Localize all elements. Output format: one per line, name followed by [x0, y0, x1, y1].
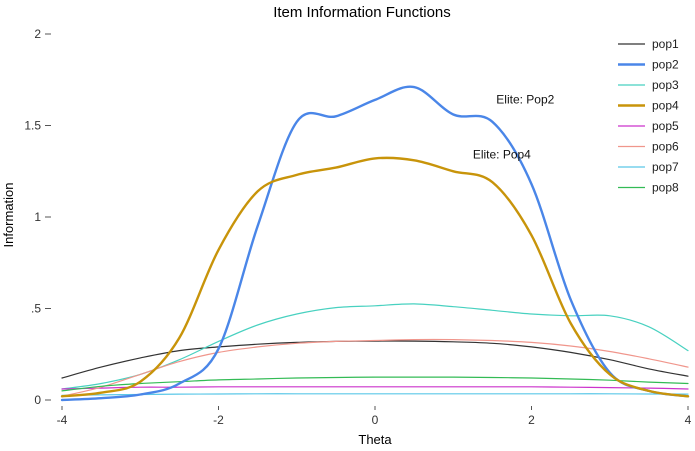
series-line-pop6: [61, 338, 689, 397]
series-line-pop4: [60, 156, 690, 398]
legend-label-pop5: pop5: [652, 119, 679, 133]
y-axis-title: Information: [1, 182, 16, 247]
x-axis-title: Theta: [358, 432, 392, 447]
y-tick-label: 0: [34, 393, 41, 407]
x-tick-label: 2: [528, 413, 535, 427]
legend-label-pop6: pop6: [652, 140, 679, 154]
legend: pop1 pop2 pop3 pop4 pop5 pop6 pop7 pop8: [618, 37, 679, 195]
series-line-pop7: [61, 393, 689, 396]
legend-label-pop7: pop7: [652, 160, 679, 174]
series-lines: [60, 85, 690, 402]
series-line-pop8: [61, 376, 689, 392]
x-tick-label: 4: [685, 413, 692, 427]
series-line-pop5: [61, 386, 689, 390]
y-tick-label: .5: [31, 302, 41, 316]
series-line-pop2: [60, 85, 690, 402]
x-tick-label: 0: [372, 413, 379, 427]
legend-label-pop3: pop3: [652, 78, 679, 92]
x-tick-label: -4: [57, 413, 68, 427]
legend-label-pop8: pop8: [652, 181, 679, 195]
axis-ticks: -4 -2 0 2 4 0 .5 1 1.5 2: [24, 27, 691, 427]
annotation-label: Elite: Pop4: [473, 147, 531, 161]
y-tick-label: 1: [34, 210, 41, 224]
y-tick-label: 2: [34, 27, 41, 41]
annotation-label: Elite: Pop2: [496, 93, 554, 107]
legend-label-pop4: pop4: [652, 99, 679, 113]
annotations: Elite: Pop2 Elite: Pop4: [473, 93, 555, 162]
y-tick-label: 1.5: [24, 119, 41, 133]
legend-label-pop2: pop2: [652, 58, 679, 72]
chart-title: Item Information Functions: [273, 4, 451, 21]
x-tick-label: -2: [213, 413, 224, 427]
legend-label-pop1: pop1: [652, 37, 679, 51]
series-line-pop3: [61, 303, 689, 390]
